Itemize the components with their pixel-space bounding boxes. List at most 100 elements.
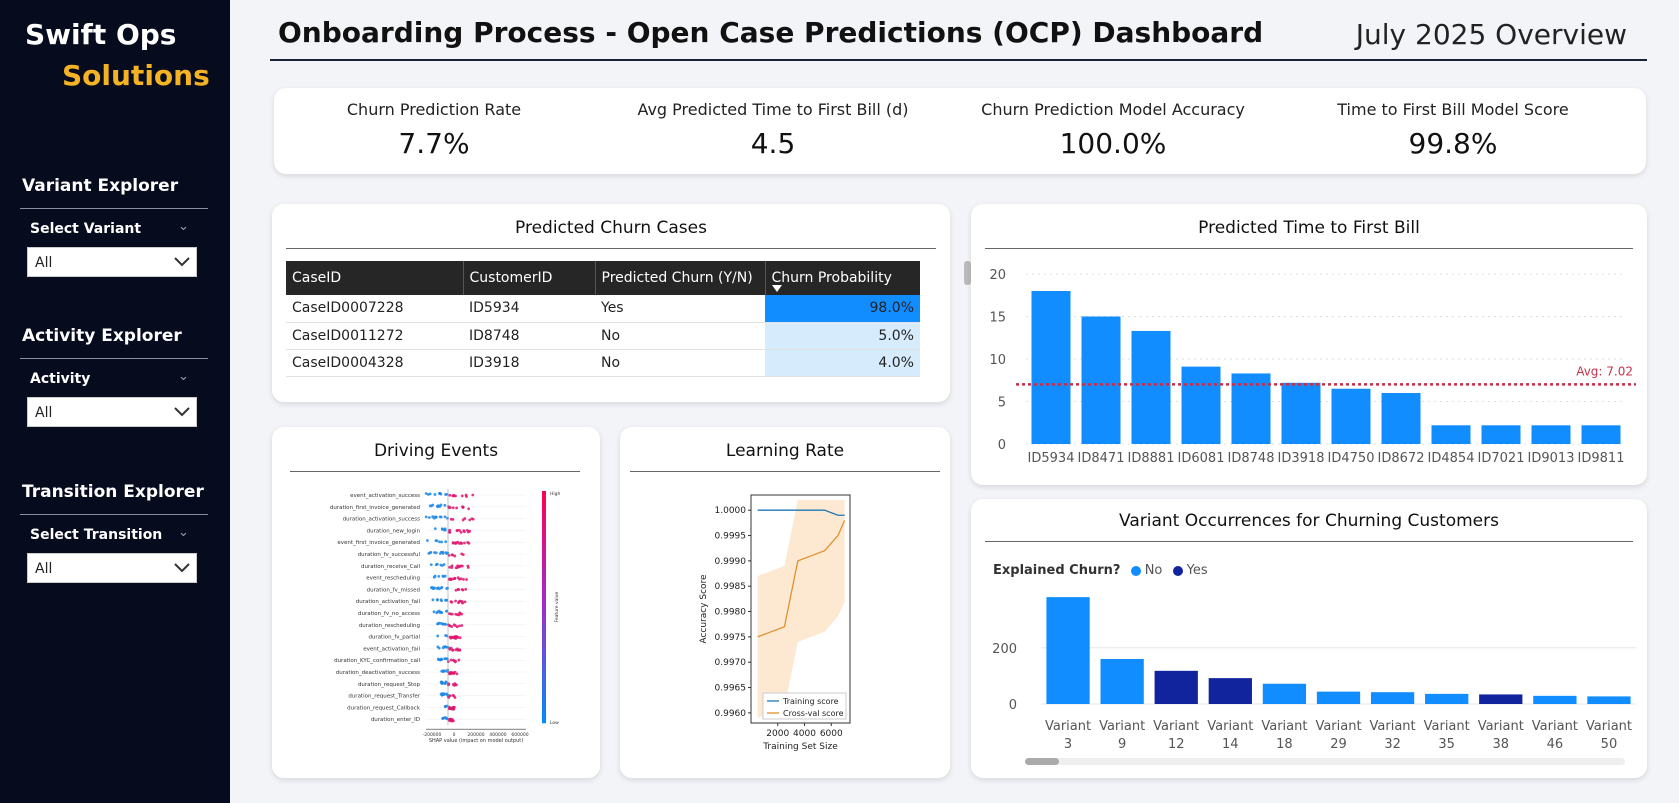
x-tick-label: ID4750	[1328, 451, 1375, 466]
bar	[1131, 330, 1171, 444]
bar	[1533, 695, 1577, 704]
col-header-churn-probability[interactable]: Churn Probability	[765, 261, 920, 295]
activity-dropdown[interactable]: All	[27, 397, 197, 427]
table-row[interactable]: CaseID0011272 ID8748 No 5.0%	[286, 322, 920, 350]
bar	[1370, 692, 1415, 704]
table-row[interactable]: CaseID0004328 ID3918 No 4.0%	[286, 349, 920, 377]
transition-dropdown[interactable]: All	[27, 553, 197, 583]
divider	[290, 471, 580, 472]
x-tick-label: ID5934	[1028, 451, 1075, 466]
kpi-avg-time[interactable]: Avg Predicted Time to First Bill (d) 4.5	[613, 88, 933, 160]
cell-churn-probability: 4.0%	[765, 349, 920, 377]
shap-dot	[446, 586, 449, 590]
shap-dot	[444, 634, 448, 637]
churn-table: CaseID CustomerID Predicted Churn (Y/N) …	[286, 261, 920, 377]
shap-dot	[443, 515, 447, 519]
x-tick-label-line: Variant	[1261, 719, 1307, 734]
feature-label: duration_fv_partial	[368, 635, 420, 641]
chevron-down-icon[interactable]: ⌄	[178, 369, 189, 384]
feature-label: duration_new_login	[367, 528, 421, 534]
shap-dot	[427, 551, 431, 555]
x-tick-label-line: 14	[1222, 737, 1239, 749]
horizontal-scrollbar[interactable]	[1025, 758, 1625, 765]
shap-dot	[443, 574, 447, 578]
feature-label: duration_receive_Call	[361, 564, 420, 570]
variant-explorer-title: Variant Explorer	[22, 176, 179, 196]
shap-dot	[448, 530, 452, 534]
shap-dot	[466, 566, 470, 569]
shap-dot	[437, 504, 440, 508]
shap-dot	[439, 563, 443, 567]
x-tick-label-line: Variant	[1586, 719, 1632, 734]
feature-label: duration_fv_successful	[358, 552, 421, 558]
shap-dot	[440, 680, 444, 684]
shap-dot	[424, 515, 428, 519]
shap-dot	[453, 554, 457, 558]
shap-dot	[450, 625, 454, 628]
sidebar: Swift Ops Solutions Variant Explorer Sel…	[0, 0, 230, 803]
shap-dot	[465, 528, 469, 532]
col-header-customerid[interactable]: CustomerID	[463, 261, 596, 295]
activity-explorer-title: Activity Explorer	[22, 326, 182, 346]
shap-dot	[454, 588, 458, 592]
col-header-predicted-churn[interactable]: Predicted Churn (Y/N)	[595, 261, 766, 295]
shap-dot	[438, 611, 442, 614]
series-line	[757, 520, 846, 638]
shap-dot	[450, 600, 454, 604]
divider	[985, 541, 1633, 542]
shap-dot	[448, 565, 452, 569]
kpi-churn-rate[interactable]: Churn Prediction Rate 7.7%	[274, 88, 594, 160]
chevron-down-icon[interactable]: ⌄	[178, 219, 189, 234]
table-row[interactable]: CaseID0007228 ID5934 Yes 98.0%	[286, 295, 920, 323]
x-tick-label-line: Variant	[1532, 719, 1578, 734]
cell-churn-probability: 98.0%	[765, 295, 920, 323]
shap-dot	[437, 575, 441, 578]
shap-dot	[463, 541, 466, 545]
kpi-model-score[interactable]: Time to First Bill Model Score 99.8%	[1293, 88, 1613, 160]
bar	[1581, 425, 1621, 444]
shap-dot	[458, 648, 461, 652]
x-tick-label: 4000	[793, 729, 816, 739]
x-tick-label: 6000	[820, 729, 843, 739]
x-tick-label: ID3918	[1278, 451, 1325, 466]
shap-dot	[464, 587, 468, 591]
x-tick-label: Variant 50	[1586, 719, 1632, 749]
x-tick-label: ID9013	[1528, 451, 1575, 466]
col-header-caseid[interactable]: CaseID	[286, 261, 464, 295]
variant-dropdown[interactable]: All	[27, 247, 197, 277]
brand-tagline: Solutions	[62, 59, 210, 92]
shap-dot	[436, 598, 439, 602]
scrollbar[interactable]	[964, 261, 971, 285]
cell-churn-probability: 5.0%	[765, 322, 920, 350]
page-title: Onboarding Process - Open Case Predictio…	[278, 16, 1264, 49]
time-to-bill-card: Predicted Time to First Bill 0 5 10 15 20 ID5…	[971, 204, 1647, 485]
shap-dot	[439, 658, 443, 661]
colorbar-low-label: Low	[550, 720, 559, 726]
kpi-label: Churn Prediction Rate	[346, 100, 522, 119]
bar	[1031, 291, 1071, 444]
x-tick-label-line: 29	[1330, 737, 1347, 749]
kpi-value: 100.0%	[1059, 127, 1167, 160]
x-tick-label: Variant 29	[1315, 719, 1361, 749]
shap-dot	[465, 495, 468, 498]
kpi-model-accuracy[interactable]: Churn Prediction Model Accuracy 100.0%	[953, 88, 1273, 160]
shap-dot	[440, 586, 443, 590]
legend-label-no[interactable]: No	[1144, 563, 1163, 578]
activity-dropdown-value: All	[35, 405, 53, 421]
shap-dot	[440, 540, 444, 544]
x-tick-label-line: 38	[1492, 737, 1509, 749]
legend-label-yes[interactable]: Yes	[1186, 563, 1208, 578]
feature-label: duration_rescheduling	[359, 623, 420, 629]
shap-dot	[439, 622, 443, 625]
chevron-down-icon[interactable]: ⌄	[178, 525, 189, 540]
feature-label: duration_request_Stop	[358, 682, 421, 688]
y-tick-label: 0.9980	[715, 608, 747, 618]
x-tick-label: Variant 38	[1478, 719, 1524, 749]
scrollbar-thumb[interactable]	[1025, 758, 1059, 765]
shap-dot	[457, 588, 461, 592]
shap-dot	[445, 598, 448, 602]
y-tick-label: 0.9995	[715, 532, 747, 542]
x-tick-label-line: 35	[1438, 737, 1455, 749]
divider	[985, 248, 1633, 249]
